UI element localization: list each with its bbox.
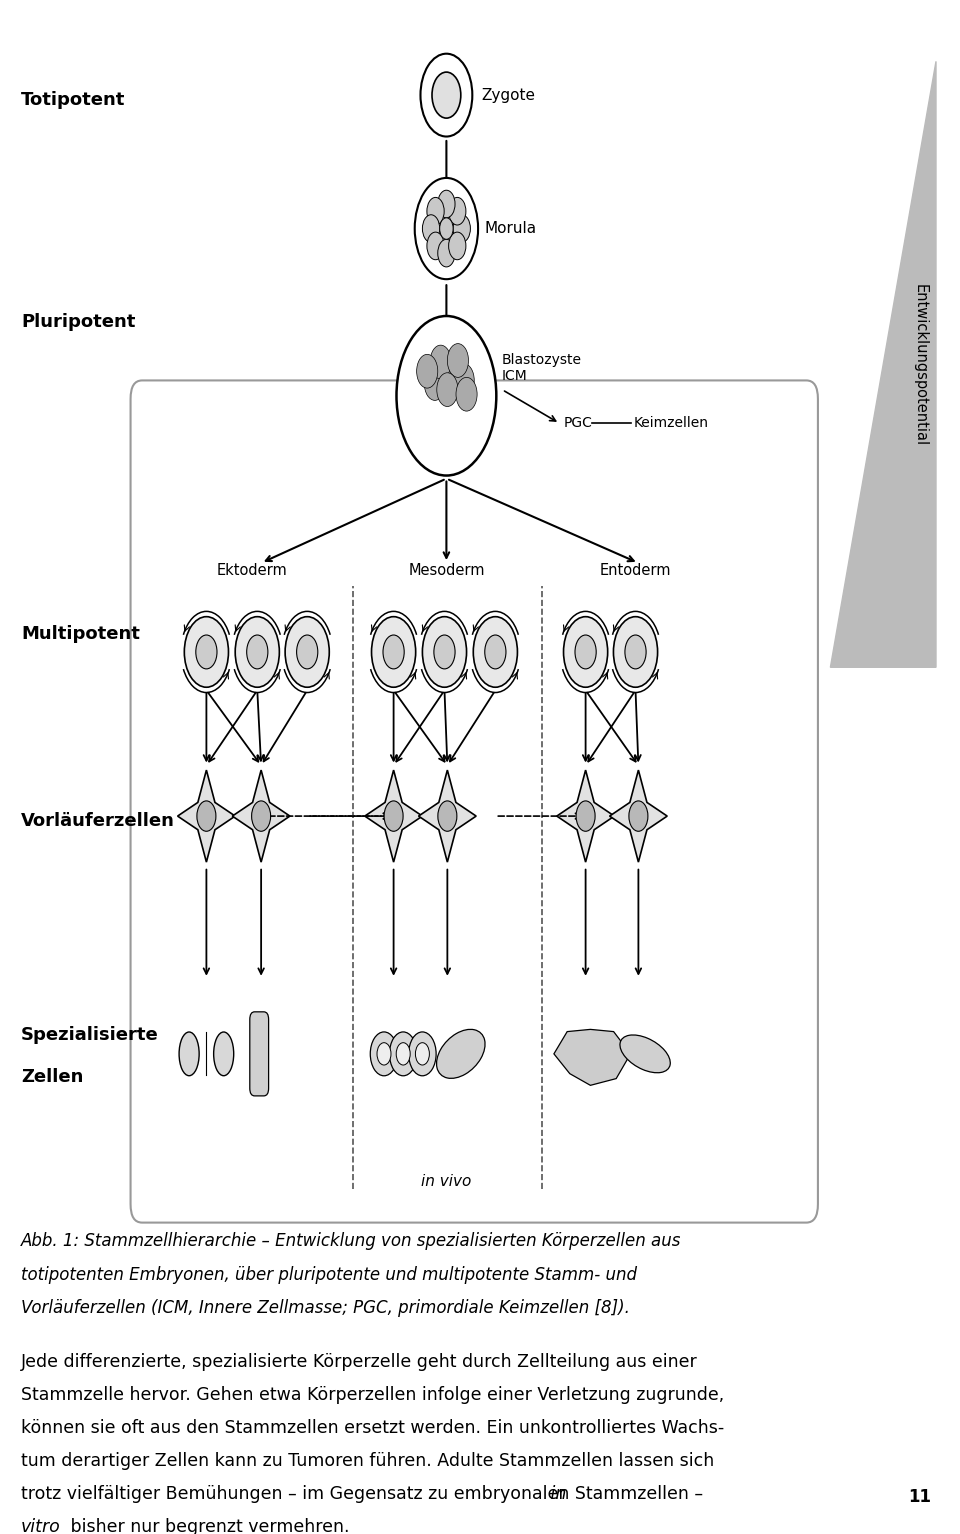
Circle shape xyxy=(372,617,416,687)
Circle shape xyxy=(409,1032,436,1075)
Circle shape xyxy=(285,617,329,687)
Circle shape xyxy=(456,377,477,411)
Text: Keimzellen: Keimzellen xyxy=(634,416,708,431)
Polygon shape xyxy=(830,61,936,667)
Ellipse shape xyxy=(180,1032,199,1075)
Circle shape xyxy=(247,635,268,669)
Text: trotz vielfältiger Bemühungen – im Gegensatz zu embryonalen Stammzellen –: trotz vielfältiger Bemühungen – im Gegen… xyxy=(21,1485,704,1503)
Text: PGC: PGC xyxy=(564,416,592,431)
Circle shape xyxy=(430,345,451,379)
Circle shape xyxy=(396,316,496,476)
Polygon shape xyxy=(557,770,614,862)
Circle shape xyxy=(447,344,468,377)
Circle shape xyxy=(371,1032,397,1075)
Circle shape xyxy=(437,373,458,407)
Text: Zygote: Zygote xyxy=(481,87,535,103)
Text: Vorläuferzellen: Vorläuferzellen xyxy=(21,811,175,830)
Text: Vorläuferzellen (ICM, Innere Zellmasse; PGC, primordiale Keimzellen [8]).: Vorläuferzellen (ICM, Innere Zellmasse; … xyxy=(21,1299,630,1318)
Text: Stammzelle hervor. Gehen etwa Körperzellen infolge einer Verletzung zugrunde,: Stammzelle hervor. Gehen etwa Körperzell… xyxy=(21,1387,725,1404)
Text: Abb. 1: Stammzellhierarchie – Entwicklung von spezialisierten Körperzellen aus: Abb. 1: Stammzellhierarchie – Entwicklun… xyxy=(21,1232,682,1250)
Circle shape xyxy=(440,218,453,239)
Text: in vivo: in vivo xyxy=(421,1174,471,1189)
Polygon shape xyxy=(419,770,476,862)
Circle shape xyxy=(438,801,457,831)
Circle shape xyxy=(629,801,648,831)
Circle shape xyxy=(383,635,404,669)
Ellipse shape xyxy=(214,1032,233,1075)
Text: Spezialisierte: Spezialisierte xyxy=(21,1026,158,1045)
Circle shape xyxy=(453,364,474,397)
Circle shape xyxy=(424,367,445,400)
Circle shape xyxy=(575,635,596,669)
Text: bisher nur begrenzt vermehren.: bisher nur begrenzt vermehren. xyxy=(65,1519,349,1534)
Text: tum derartiger Zellen kann zu Tumoren führen. Adulte Stammzellen lassen sich: tum derartiger Zellen kann zu Tumoren fü… xyxy=(21,1451,714,1470)
Polygon shape xyxy=(232,770,290,862)
Circle shape xyxy=(297,635,318,669)
Circle shape xyxy=(625,635,646,669)
Text: Entwicklungspotential: Entwicklungspotential xyxy=(912,284,927,446)
Circle shape xyxy=(564,617,608,687)
Circle shape xyxy=(235,617,279,687)
Text: Blastozyste
ICM: Blastozyste ICM xyxy=(502,353,582,384)
Polygon shape xyxy=(610,770,667,862)
Polygon shape xyxy=(554,1029,631,1086)
Circle shape xyxy=(448,232,466,259)
FancyBboxPatch shape xyxy=(131,380,818,1223)
Circle shape xyxy=(377,1043,391,1065)
Text: Multipotent: Multipotent xyxy=(21,624,140,643)
Circle shape xyxy=(453,215,470,242)
Circle shape xyxy=(438,239,455,267)
Text: können sie oft aus den Stammzellen ersetzt werden. Ein unkontrolliertes Wachs-: können sie oft aus den Stammzellen erset… xyxy=(21,1419,725,1437)
Circle shape xyxy=(613,617,658,687)
Circle shape xyxy=(196,635,217,669)
Ellipse shape xyxy=(620,1035,670,1072)
Circle shape xyxy=(390,1032,417,1075)
Text: Totipotent: Totipotent xyxy=(21,91,126,109)
Circle shape xyxy=(427,198,444,225)
Circle shape xyxy=(252,801,271,831)
Text: vitro: vitro xyxy=(21,1519,60,1534)
Circle shape xyxy=(485,635,506,669)
Circle shape xyxy=(438,190,455,218)
FancyBboxPatch shape xyxy=(250,1012,269,1095)
Circle shape xyxy=(416,1043,429,1065)
Circle shape xyxy=(576,801,595,831)
Circle shape xyxy=(197,801,216,831)
Text: Ektoderm: Ektoderm xyxy=(216,563,287,578)
Circle shape xyxy=(415,178,478,279)
Circle shape xyxy=(420,54,472,137)
Circle shape xyxy=(396,1043,410,1065)
Text: Entoderm: Entoderm xyxy=(600,563,671,578)
Circle shape xyxy=(448,198,466,225)
Text: totipotenten Embryonen, über pluripotente und multipotente Stamm- und: totipotenten Embryonen, über pluripotent… xyxy=(21,1266,637,1284)
Circle shape xyxy=(434,635,455,669)
Circle shape xyxy=(440,354,461,388)
Text: 11: 11 xyxy=(908,1488,931,1506)
Ellipse shape xyxy=(437,1029,485,1078)
Text: Zellen: Zellen xyxy=(21,1068,84,1086)
Circle shape xyxy=(473,617,517,687)
Circle shape xyxy=(422,215,440,242)
Polygon shape xyxy=(178,770,235,862)
Text: in: in xyxy=(545,1485,566,1503)
Circle shape xyxy=(422,617,467,687)
Polygon shape xyxy=(365,770,422,862)
Circle shape xyxy=(384,801,403,831)
Circle shape xyxy=(427,232,444,259)
Text: Jede differenzierte, spezialisierte Körperzelle geht durch Zellteilung aus einer: Jede differenzierte, spezialisierte Körp… xyxy=(21,1353,698,1371)
Text: Pluripotent: Pluripotent xyxy=(21,313,135,331)
Text: Morula: Morula xyxy=(485,221,537,236)
Circle shape xyxy=(184,617,228,687)
Circle shape xyxy=(432,72,461,118)
Text: Mesoderm: Mesoderm xyxy=(408,563,485,578)
Circle shape xyxy=(417,354,438,388)
